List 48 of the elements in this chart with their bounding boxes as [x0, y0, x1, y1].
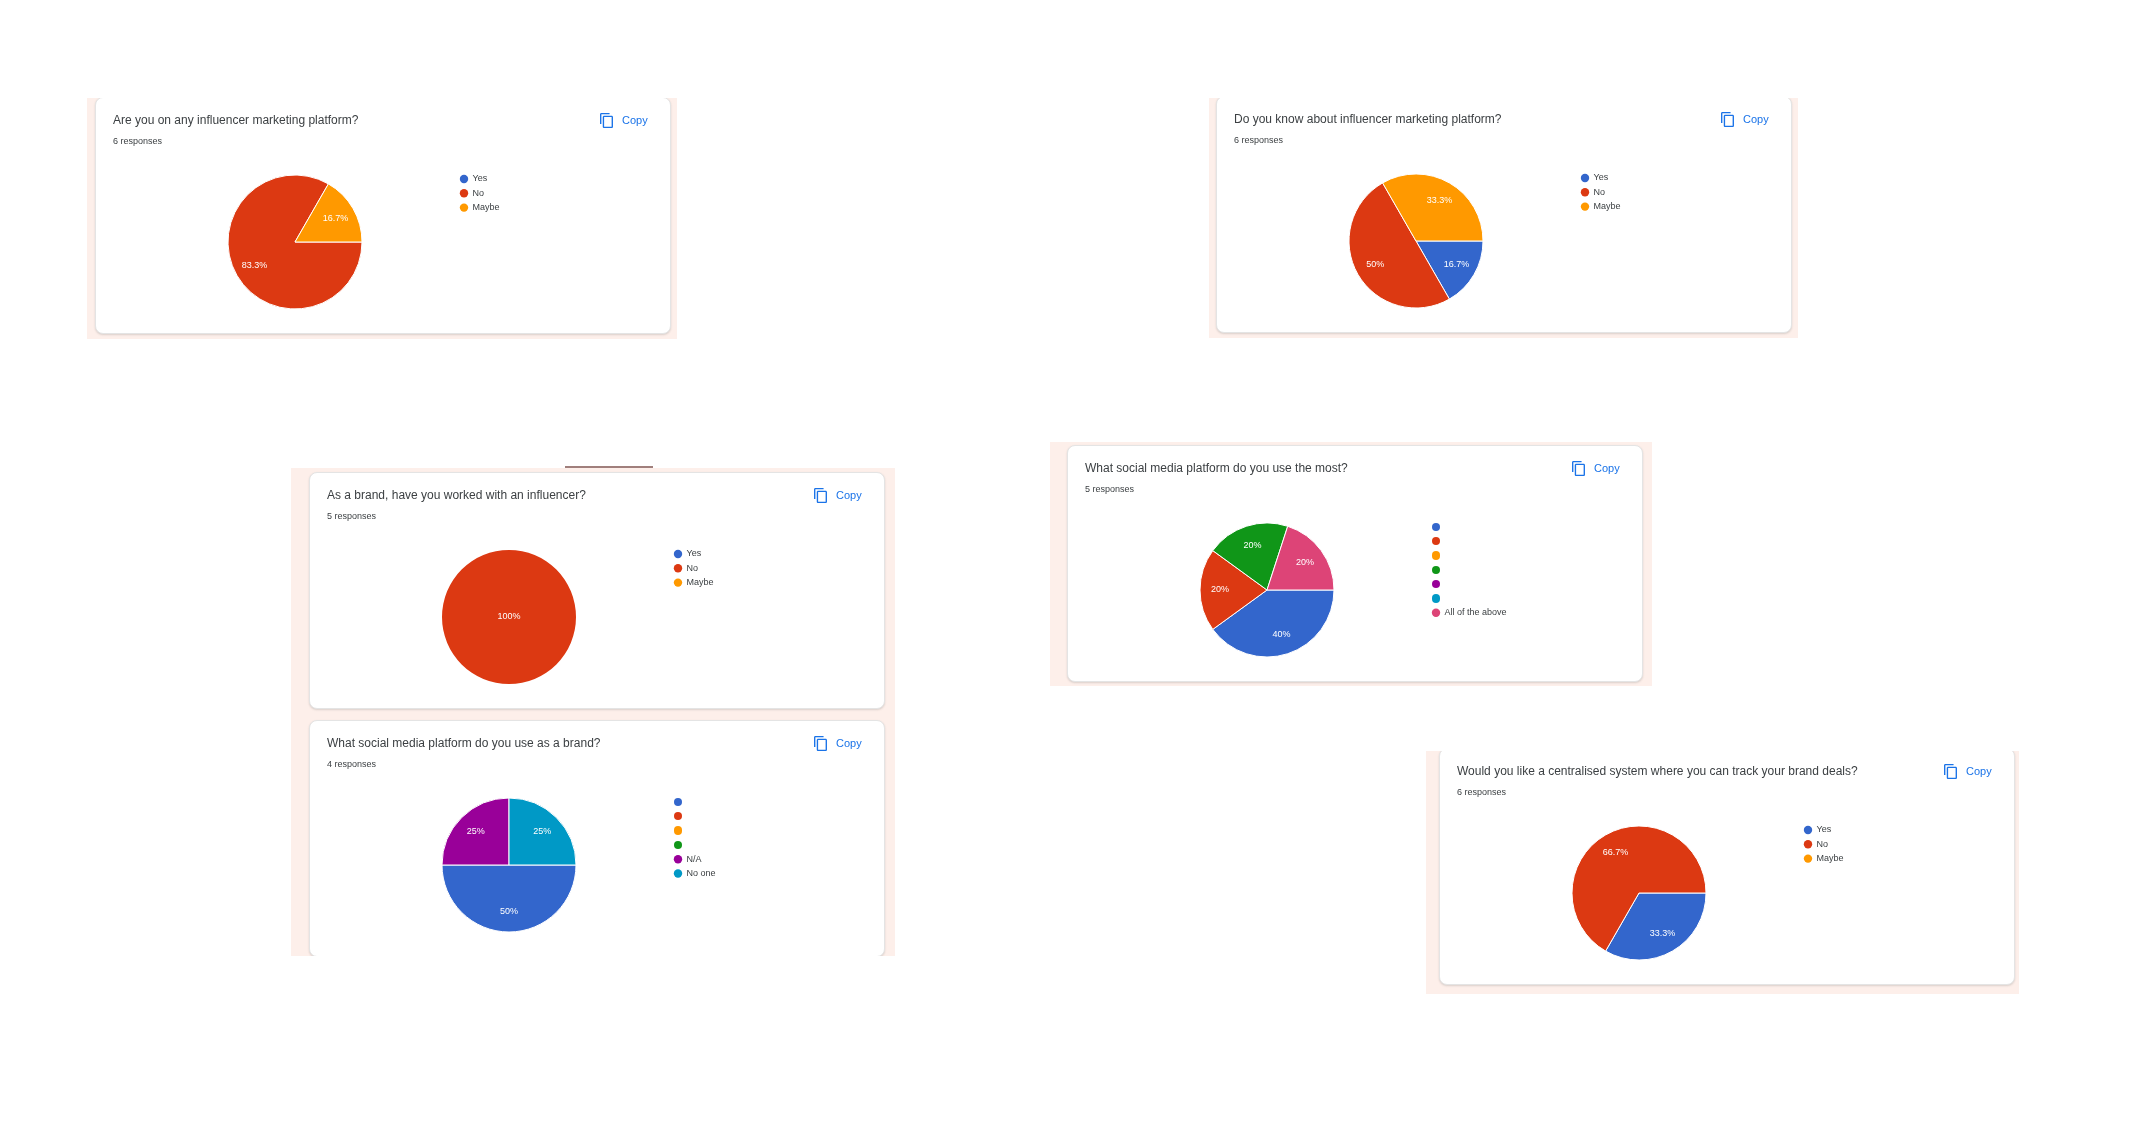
data-label: 66.7% — [1602, 846, 1629, 857]
data-label: 100% — [497, 611, 521, 622]
data-label: 33.3% — [1426, 194, 1453, 205]
legend-label: No — [472, 187, 485, 198]
text: 6 responses — [113, 136, 163, 147]
data-label: 25% — [466, 826, 485, 837]
text: Copy — [836, 488, 862, 502]
data-label: 50% — [499, 906, 519, 917]
legend-label: No — [1816, 838, 1829, 849]
text: 5 responses — [1085, 484, 1135, 495]
data-label: 16.7% — [1443, 258, 1470, 269]
chart-title: What social media platform do you use the most? — [1085, 460, 1348, 476]
legend-label: Yes — [472, 173, 488, 184]
data-label: 20% — [1243, 539, 1262, 550]
data-label: 40% — [1272, 629, 1291, 640]
data-label: 20% — [1211, 584, 1230, 595]
text: Copy — [1743, 112, 1769, 126]
text: Copy — [836, 736, 862, 750]
legend-label: All of the above — [1444, 607, 1507, 618]
legend-label: No one — [686, 867, 716, 878]
data-label: 33.3% — [1649, 928, 1676, 939]
legend-label: Maybe — [686, 577, 714, 588]
text: Copy — [622, 113, 648, 127]
legend-label: N/A — [686, 853, 702, 864]
legend-label: No — [686, 562, 699, 573]
data-label: 16.7% — [322, 212, 349, 223]
chart-title: As a brand, have you worked with an influencer? — [327, 487, 586, 503]
legend-label: Maybe — [472, 202, 500, 213]
data-label: 20% — [1295, 556, 1314, 567]
chart-title: Do you know about influencer marketing platform? — [1234, 111, 1502, 127]
legend-label: Yes — [1593, 172, 1609, 183]
legend-label: Maybe — [1816, 853, 1844, 864]
data-label: 83.3% — [241, 259, 268, 270]
data-label: 50% — [1366, 258, 1385, 269]
text: Copy — [1966, 764, 1992, 778]
legend-label: Yes — [686, 548, 702, 559]
text: 5 responses — [327, 511, 377, 522]
legend-label: Yes — [1816, 824, 1832, 835]
text: Copy — [1594, 461, 1620, 475]
data-label: 25% — [533, 826, 552, 837]
legend-label: No — [1593, 186, 1606, 197]
chart-title: Are you on any influencer marketing platform? — [113, 112, 359, 128]
text: 6 responses — [1457, 787, 1507, 798]
text: 4 responses — [327, 759, 377, 770]
legend-label: Maybe — [1593, 201, 1621, 212]
chart-title: What social media platform do you use as a brand? — [327, 735, 601, 751]
chart-title: Would you like a centralised system where you can track your brand deals? — [1457, 763, 1858, 779]
text: 6 responses — [1234, 135, 1284, 146]
